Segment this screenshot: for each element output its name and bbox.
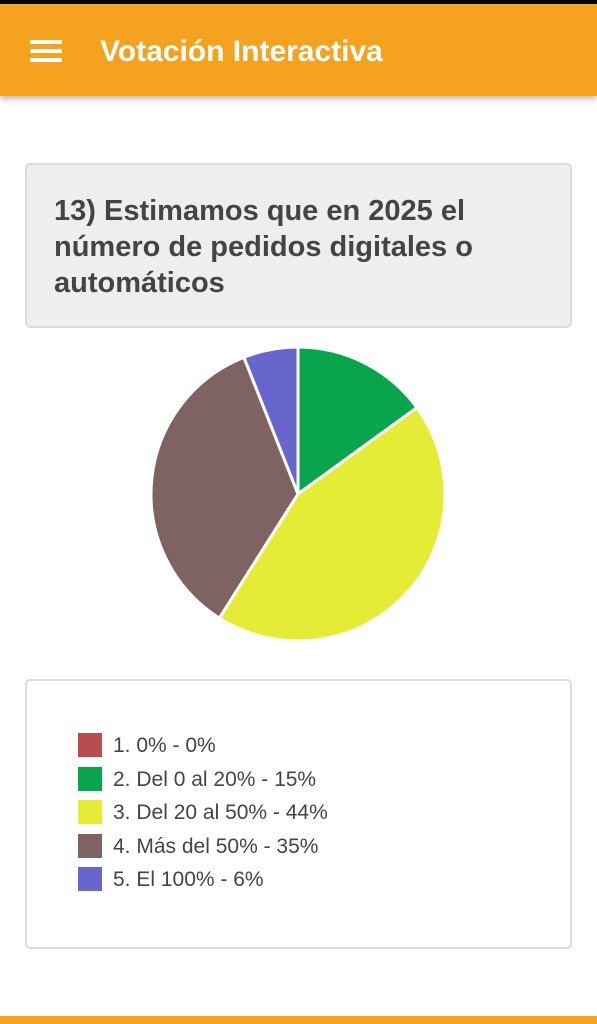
legend-label-4: 4. Más del 50% - 35% <box>113 834 319 858</box>
legend-label-3: 3. Del 20 al 50% - 44% <box>113 801 328 824</box>
legend-swatch-2 <box>78 766 102 791</box>
legend: 1. 0% - 0% 2. Del 0 al 20% - 15% 3. Del 20… <box>78 731 328 899</box>
legend-item-2: 2. Del 0 al 20% - 15% <box>78 765 328 799</box>
app-title: Votación Interactiva <box>100 35 383 68</box>
legend-item-4: 4. Más del 50% - 35% <box>78 832 328 866</box>
app-bar: Votación Interactiva <box>0 4 597 96</box>
legend-label-2: 2. Del 0 al 20% - 15% <box>113 767 317 791</box>
pie-chart-container <box>0 335 597 655</box>
question-text: 13) Estimamos que en 2025 el número de p… <box>54 195 473 299</box>
legend-item-5: 5. El 100% - 6% <box>78 865 328 899</box>
legend-item-3: 3. Del 20 al 50% - 44% <box>78 798 328 832</box>
bottom-bar <box>0 1016 597 1024</box>
legend-swatch-1 <box>78 733 102 757</box>
pie-slice-3 <box>217 406 447 643</box>
pie-chart <box>149 345 447 643</box>
legend-card: 1. 0% - 0% 2. Del 0 al 20% - 15% 3. Del 20… <box>25 679 572 949</box>
hamburger-menu-icon[interactable] <box>30 40 62 62</box>
legend-label-1: 1. 0% - 0% <box>113 734 216 757</box>
legend-label-5: 5. El 100% - 6% <box>113 868 264 891</box>
legend-swatch-4 <box>78 833 102 858</box>
pie-slice-5 <box>242 345 300 496</box>
question-card: 13) Estimamos que en 2025 el número de p… <box>25 163 572 328</box>
legend-swatch-3 <box>78 800 102 824</box>
pie-slice-2 <box>296 345 419 496</box>
legend-swatch-5 <box>78 867 102 891</box>
legend-item-1: 1. 0% - 0% <box>78 731 328 765</box>
status-bar <box>0 0 597 4</box>
pie-slice-4 <box>149 355 300 620</box>
